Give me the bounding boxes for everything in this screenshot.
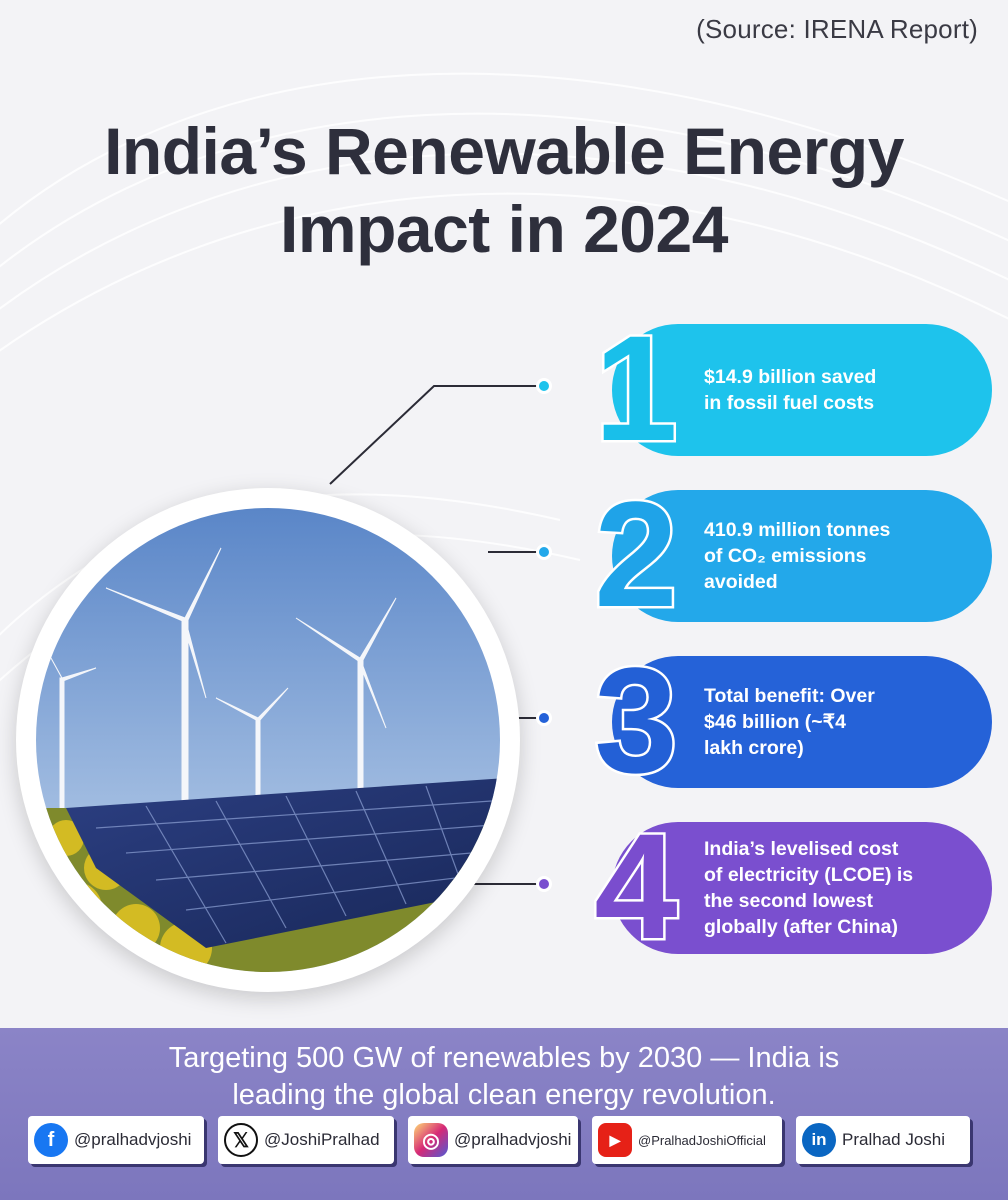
youtube-icon: ▶ — [598, 1123, 632, 1157]
title-line-1: India’s Renewable Energy — [104, 114, 904, 188]
stat-card-1: $14.9 billion saved in fossil fuel costs — [612, 324, 992, 456]
stat-number-1: 1 — [592, 304, 680, 472]
stat-number-3: 3 — [592, 636, 680, 804]
stat-3-line-2: $46 billion (~₹4 — [704, 711, 846, 733]
footer-band — [0, 1028, 1008, 1200]
stat-text-2: 410.9 million tonnes of CO₂ emissions av… — [704, 517, 890, 595]
social-links: f @pralhadvjoshi 𝕏 @JoshiPralhad ◎ @pral… — [28, 1116, 978, 1164]
stat-4-line-4: globally (after China) — [704, 916, 898, 938]
title-line-2: Impact in 2024 — [280, 192, 728, 266]
stat-text-1: $14.9 billion saved in fossil fuel costs — [704, 364, 876, 416]
stat-3-line-1: Total benefit: Over — [704, 685, 875, 707]
stat-4-line-1: India’s levelised cost — [704, 838, 899, 860]
tagline-line-2: leading the global clean energy revoluti… — [232, 1079, 776, 1111]
stat-4-line-2: of electricity (LCOE) is — [704, 864, 914, 886]
social-x[interactable]: 𝕏 @JoshiPralhad — [218, 1116, 394, 1164]
stat-2-line-1: 410.9 million tonnes — [704, 519, 891, 541]
social-linkedin[interactable]: in Pralhad Joshi — [796, 1116, 970, 1164]
stat-1-line-1: $14.9 billion saved — [704, 366, 877, 388]
source-note: (Source: IRENA Report) — [696, 14, 978, 44]
stat-3-line-3: lakh crore) — [704, 737, 804, 759]
tagline-line-1: Targeting 500 GW of renewables by 2030 —… — [168, 1042, 840, 1074]
solar-wind-photo — [36, 508, 500, 972]
stat-4-line-3: the second lowest — [704, 890, 874, 912]
x-icon: 𝕏 — [224, 1123, 258, 1157]
stat-card-2: 410.9 million tonnes of CO₂ emissions av… — [612, 490, 992, 622]
stat-card-3: Total benefit: Over $46 billion (~₹4 lak… — [612, 656, 992, 788]
facebook-icon: f — [34, 1123, 68, 1157]
instagram-icon: ◎ — [414, 1123, 448, 1157]
social-facebook[interactable]: f @pralhadvjoshi — [28, 1116, 204, 1164]
solar-wind-icon — [36, 508, 500, 972]
photo-frame — [16, 488, 520, 992]
linkedin-handle: Pralhad Joshi — [842, 1130, 946, 1149]
stat-1-line-2: in fossil fuel costs — [704, 392, 875, 414]
x-handle: @JoshiPralhad — [264, 1130, 380, 1149]
stat-2-line-2: of CO₂ emissions — [704, 545, 867, 567]
connector-lines — [329, 385, 544, 885]
youtube-handle: @PralhadJoshiOfficial — [638, 1132, 766, 1148]
connector-dot-1 — [536, 378, 552, 394]
linkedin-icon: in — [802, 1123, 836, 1157]
stat-text-3: Total benefit: Over $46 billion (~₹4 lak… — [704, 683, 875, 761]
tagline: Targeting 500 GW of renewables by 2030 —… — [0, 1040, 1008, 1114]
stat-number-4: 4 — [592, 802, 680, 970]
page-title: India’s Renewable Energy Impact in 2024 — [0, 112, 1008, 268]
connector-dot-3 — [536, 710, 552, 726]
stat-number-2: 2 — [592, 470, 680, 638]
connector-dot-4 — [536, 876, 552, 892]
stat-text-4: India’s levelised cost of electricity (L… — [704, 836, 913, 940]
stat-card-4: India’s levelised cost of electricity (L… — [612, 822, 992, 954]
facebook-handle: @pralhadvjoshi — [74, 1130, 192, 1149]
social-instagram[interactable]: ◎ @pralhadvjoshi — [408, 1116, 578, 1164]
stat-2-line-3: avoided — [704, 571, 778, 593]
social-youtube[interactable]: ▶ @PralhadJoshiOfficial — [592, 1116, 782, 1164]
connector-dot-2 — [536, 544, 552, 560]
instagram-handle: @pralhadvjoshi — [454, 1130, 572, 1149]
